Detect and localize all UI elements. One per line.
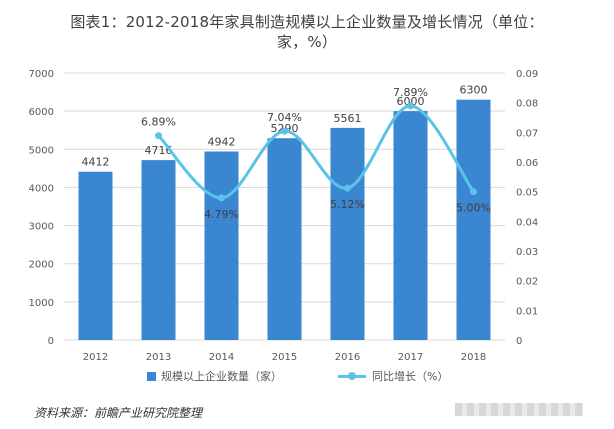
bar bbox=[267, 138, 302, 340]
bar-data-label: 4412 bbox=[82, 156, 110, 169]
bar-data-label: 4942 bbox=[208, 135, 236, 148]
legend-bar-swatch bbox=[147, 371, 156, 381]
y-right-tick-label: 0 bbox=[516, 336, 522, 347]
blurred-watermark bbox=[455, 403, 583, 416]
y-left-tick-label: 3000 bbox=[29, 222, 54, 233]
source-note: 资料来源：前瞻产业研究院整理 bbox=[34, 406, 203, 420]
y-right-tick-label: 0.07 bbox=[516, 128, 538, 139]
bar bbox=[78, 171, 113, 340]
legend-bar-label: 规模以上企业数量（家） bbox=[161, 370, 282, 383]
legend-item-bar: 规模以上企业数量（家） bbox=[147, 368, 282, 384]
y-left-tick-label: 1000 bbox=[29, 298, 54, 309]
x-tick-label: 2012 bbox=[83, 352, 108, 363]
chart-title-line-2: 家，%） bbox=[276, 33, 338, 51]
x-tick-label: 2017 bbox=[398, 352, 423, 363]
y-right-tick-label: 0.03 bbox=[516, 247, 538, 258]
chart-title: 图表1：2012-2018年家具制造规模以上企业数量及增长情况（单位： 家，%） bbox=[0, 12, 614, 52]
growth-data-label: 5.12% bbox=[330, 198, 365, 211]
x-tick-label: 2015 bbox=[272, 352, 297, 363]
growth-data-label: 7.04% bbox=[267, 111, 302, 124]
growth-point bbox=[281, 127, 288, 135]
y-right-tick-label: 0.06 bbox=[516, 158, 538, 169]
bar bbox=[141, 160, 176, 340]
growth-point bbox=[470, 188, 477, 196]
bar bbox=[456, 99, 491, 340]
bar bbox=[204, 151, 239, 340]
y-left-tick-label: 5000 bbox=[29, 145, 54, 156]
bar bbox=[393, 111, 428, 341]
x-tick-label: 2018 bbox=[461, 352, 486, 363]
growth-data-label: 7.89% bbox=[393, 86, 428, 99]
x-tick-label: 2014 bbox=[209, 352, 234, 363]
growth-data-label: 5.00% bbox=[456, 202, 491, 215]
bar-data-label: 6300 bbox=[460, 84, 488, 97]
growth-point bbox=[407, 102, 414, 110]
y-right-tick-label: 0.04 bbox=[516, 217, 538, 228]
growth-point bbox=[344, 184, 351, 192]
legend-line-label: 同比增长（%） bbox=[372, 370, 449, 383]
y-left-tick-label: 4000 bbox=[29, 183, 54, 194]
growth-data-label: 4.79% bbox=[204, 208, 239, 221]
y-left-tick-label: 7000 bbox=[29, 69, 54, 80]
bar-data-label: 4716 bbox=[145, 144, 173, 157]
growth-point bbox=[218, 194, 225, 202]
y-right-tick-label: 0.02 bbox=[516, 277, 538, 288]
bar bbox=[330, 127, 365, 340]
x-tick-label: 2016 bbox=[335, 352, 360, 363]
y-right-tick-label: 0.05 bbox=[516, 188, 538, 199]
legend-item-line: 同比增长（%） bbox=[338, 368, 448, 384]
y-left-tick-label: 0 bbox=[48, 336, 54, 347]
growth-point bbox=[155, 132, 162, 140]
growth-data-label: 6.89% bbox=[141, 116, 176, 129]
chart-title-line-1: 图表1：2012-2018年家具制造规模以上企业数量及增长情况（单位： bbox=[70, 13, 544, 31]
y-left-tick-label: 2000 bbox=[29, 260, 54, 271]
y-right-tick-label: 0.01 bbox=[516, 306, 538, 317]
legend-line-swatch bbox=[338, 371, 366, 380]
y-right-tick-label: 0.08 bbox=[516, 99, 538, 110]
y-right-tick-label: 0.09 bbox=[516, 69, 538, 80]
bar-data-label: 5561 bbox=[334, 112, 362, 125]
x-tick-label: 2013 bbox=[146, 352, 171, 363]
chart-legend: 规模以上企业数量（家） 同比增长（%） bbox=[0, 368, 614, 388]
y-left-tick-label: 6000 bbox=[29, 107, 54, 118]
bar-data-label: 6000 bbox=[397, 95, 425, 108]
